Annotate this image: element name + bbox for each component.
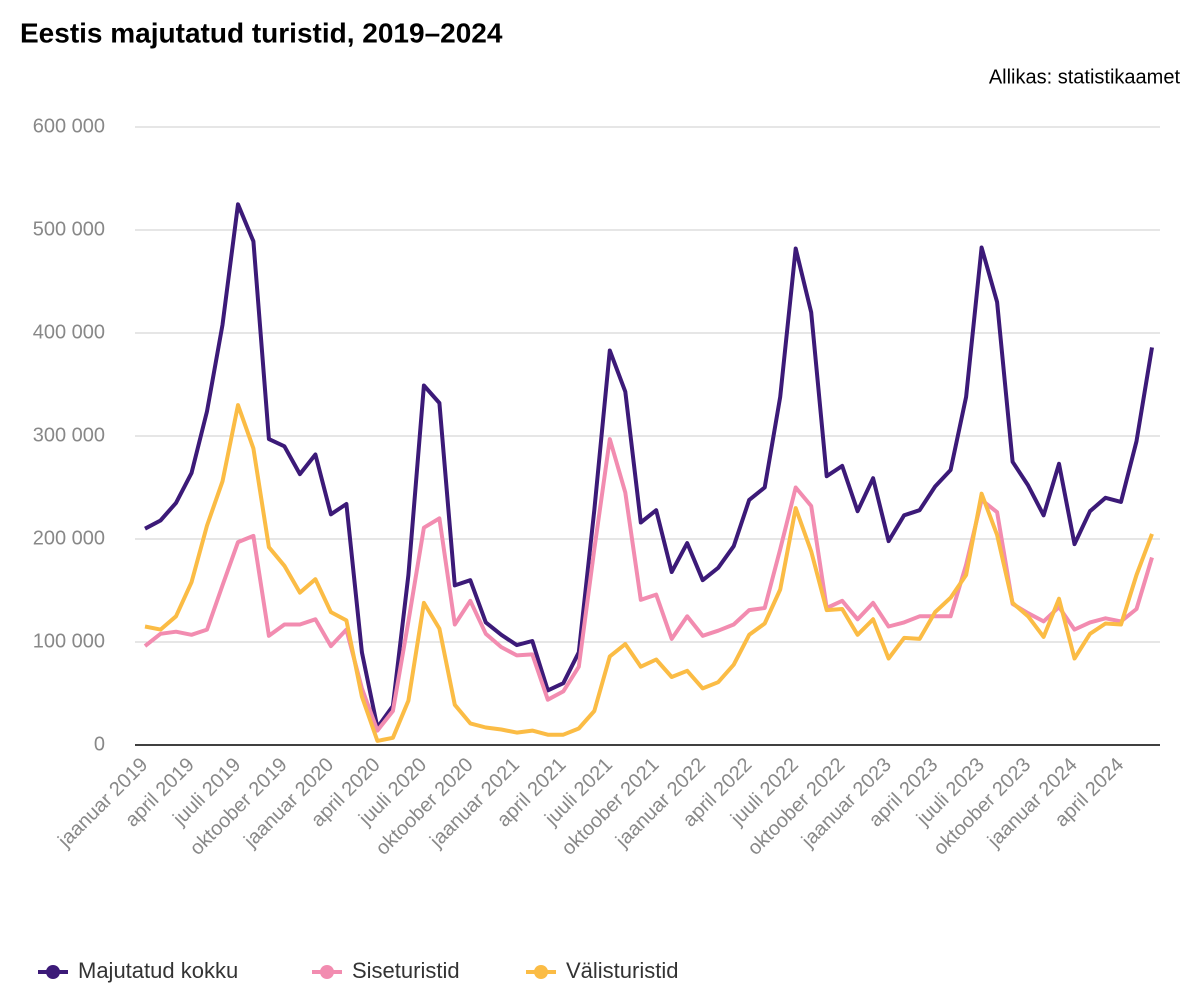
chart-title: Eestis majutatud turistid, 2019–2024 — [20, 17, 503, 48]
legend-marker — [534, 965, 548, 979]
legend-label: Välisturistid — [566, 958, 678, 983]
source: Allikas: statistikaamet — [989, 66, 1181, 88]
y-tick-label: 200 000 — [33, 527, 105, 549]
y-tick-label: 500 000 — [33, 218, 105, 240]
series-line — [144, 403, 1154, 743]
legend-label: Siseturistid — [352, 958, 460, 983]
y-tick-label: 300 000 — [33, 424, 105, 446]
legend-marker — [46, 965, 60, 979]
y-tick-label: 100 000 — [33, 630, 105, 652]
legend-marker — [320, 965, 334, 979]
y-tick-label: 600 000 — [33, 115, 105, 137]
y-tick-label: 0 — [94, 733, 105, 755]
y-tick-label: 400 000 — [33, 321, 105, 343]
series-line — [144, 202, 1154, 730]
legend-label: Majutatud kokku — [78, 958, 238, 983]
